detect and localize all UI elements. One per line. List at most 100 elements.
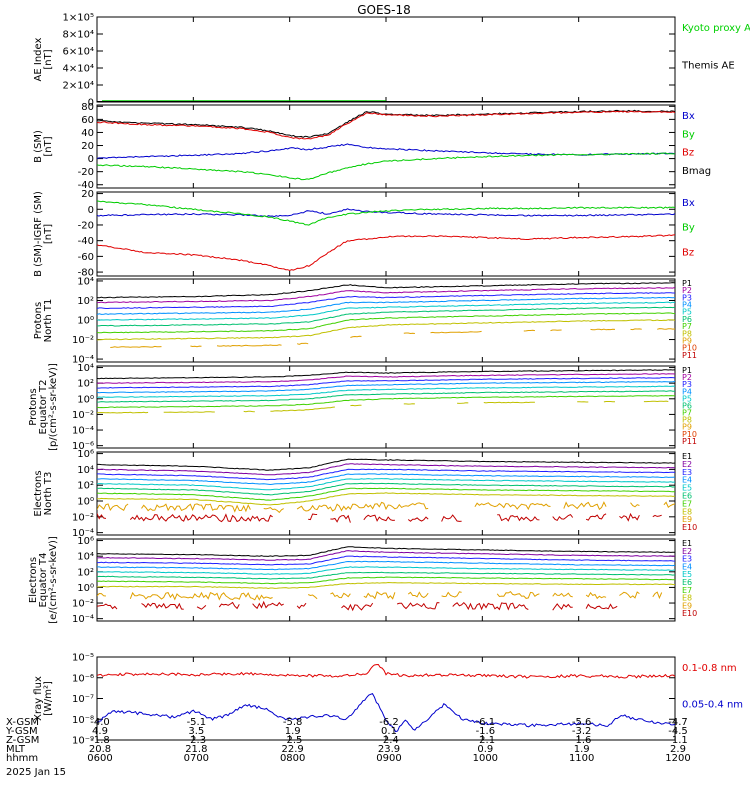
legend-entry: P1 — [682, 279, 692, 288]
series-line — [97, 109, 675, 138]
channel-line — [97, 306, 675, 327]
channel-line — [97, 592, 675, 600]
ytick-label: 1×10⁵ — [63, 13, 94, 24]
legend-entry: P9 — [682, 423, 692, 432]
legend-entry: P1 — [682, 366, 692, 375]
panel-ee: 10⁻⁴ 10⁻² 10⁰ 10² 10⁴ 10⁶ Electrons Equator T4[… — [28, 536, 697, 625]
footer-cell: -6.2 — [379, 717, 399, 728]
series-group — [97, 663, 675, 733]
channel-line — [97, 301, 675, 321]
footer-cell: 2.9 — [670, 744, 686, 755]
legend-entry: Themis AE — [681, 61, 735, 72]
channel-line — [97, 319, 675, 341]
channel-line — [97, 282, 675, 299]
ylabel: [nT] — [43, 224, 54, 244]
channel-line — [97, 463, 675, 476]
legend-entry: E6 — [682, 578, 692, 587]
footer-cell: 0800 — [280, 753, 305, 764]
legend-entry: P7 — [682, 322, 692, 331]
panel-frame — [96, 191, 676, 277]
channel-line — [97, 602, 675, 610]
footer-row-label: hhmm — [6, 753, 38, 764]
ytick-label: 10⁴ — [77, 276, 94, 287]
ylabel: [p/(cm²-s-sr-keV)] — [48, 363, 59, 451]
channel-line — [97, 581, 675, 590]
ytick-label: 20 — [81, 189, 94, 200]
ytick-label: 10⁻² — [72, 599, 94, 610]
ytick-label: -40 — [78, 180, 94, 191]
legend-entry: P5 — [682, 308, 692, 317]
panel-pe: 10⁻⁶ 10⁻⁴ 10⁻² 10⁰ 10² 10⁴ Protons Equator T2 [p… — [28, 363, 697, 452]
series-line — [97, 692, 675, 733]
legend-entry: E2 — [682, 547, 692, 556]
legend-entry: P2 — [682, 373, 692, 382]
channel-line — [97, 385, 675, 398]
legend-entry: 0.05-0.4 nm — [682, 700, 743, 711]
ytick-label: 6×10⁴ — [63, 47, 94, 58]
ytick-label: 0 — [88, 154, 94, 165]
channel-line — [97, 286, 675, 304]
ytick-label: 0 — [88, 205, 94, 216]
ytick-label: 60 — [81, 115, 94, 126]
footer-cell: 21.8 — [185, 744, 207, 755]
channel-line — [97, 473, 675, 486]
footer-cell: -5.1 — [187, 717, 207, 728]
legend-entry: E10 — [682, 523, 697, 532]
channel-line — [97, 555, 675, 566]
legend-entry: P4 — [682, 301, 692, 310]
series-line — [97, 143, 675, 159]
legend-entry: E3 — [682, 555, 692, 564]
legend-entry: P5 — [682, 394, 692, 403]
ytick-label: 10⁻⁵ — [72, 653, 94, 664]
channel-line — [97, 576, 675, 585]
channel-line — [97, 546, 675, 557]
footer-cell: 22.9 — [282, 744, 304, 755]
ylabel: Electrons — [33, 470, 44, 516]
footer-cell: 1.9 — [574, 744, 590, 755]
ytick-label: -80 — [78, 268, 94, 279]
legend-entry: Bmag — [682, 166, 711, 177]
ylabel: B (SM) — [33, 130, 44, 163]
ytick-label: 10⁻⁷ — [72, 694, 94, 705]
ylabel: [e/(cm²-s-sr-keV)] — [48, 536, 59, 624]
channel-line — [97, 395, 675, 409]
legend-entry: P9 — [682, 336, 692, 345]
ylabel: North T3 — [43, 472, 54, 516]
ylabel: B (SM)-IGRF (SM) — [33, 191, 44, 277]
series-line — [97, 663, 675, 679]
legend-entry: E5 — [682, 484, 692, 493]
footer-cell: -2.3 — [187, 735, 207, 746]
legend-entry: E8 — [682, 594, 692, 603]
legend-entry: E7 — [682, 499, 692, 508]
ylabel: [W/m²] — [43, 681, 54, 716]
footer-cell: -1.6 — [476, 726, 496, 737]
legend-entry: E3 — [682, 468, 692, 477]
footer-cell: -2.4 — [379, 735, 399, 746]
legend-entry: P10 — [682, 430, 697, 439]
channel-line — [97, 487, 675, 501]
footer-cell: -4.0 — [90, 717, 110, 728]
footer-cell: 0600 — [87, 753, 112, 764]
legend-entry: Bz — [682, 148, 694, 159]
ytick-label: 10² — [77, 481, 94, 492]
channel-line — [97, 312, 675, 334]
footer-row-label: Y-GSM — [5, 726, 38, 737]
legend-entry: P3 — [682, 380, 692, 389]
channel-line — [110, 328, 675, 348]
channel-line — [97, 501, 675, 514]
series-group — [97, 200, 675, 272]
channel-line — [97, 492, 675, 506]
ytick-label: 20 — [81, 141, 94, 152]
ytick-label: 10⁻² — [72, 410, 94, 421]
legend-entry: E9 — [682, 515, 692, 524]
series-group — [97, 109, 675, 181]
footer-cell: -1.1 — [668, 735, 688, 746]
legend-entry: E5 — [682, 570, 692, 579]
legend-entry: E1 — [682, 539, 692, 548]
ytick-label: 10⁶ — [77, 536, 94, 547]
panel-bigrf: -80 -60 -40 -20 0 20 B (SM)-IGRF (SM) [nT] Bx By B… — [33, 189, 695, 279]
legend-entry: E1 — [682, 452, 692, 461]
series-group — [97, 369, 675, 414]
series-line — [97, 110, 675, 140]
